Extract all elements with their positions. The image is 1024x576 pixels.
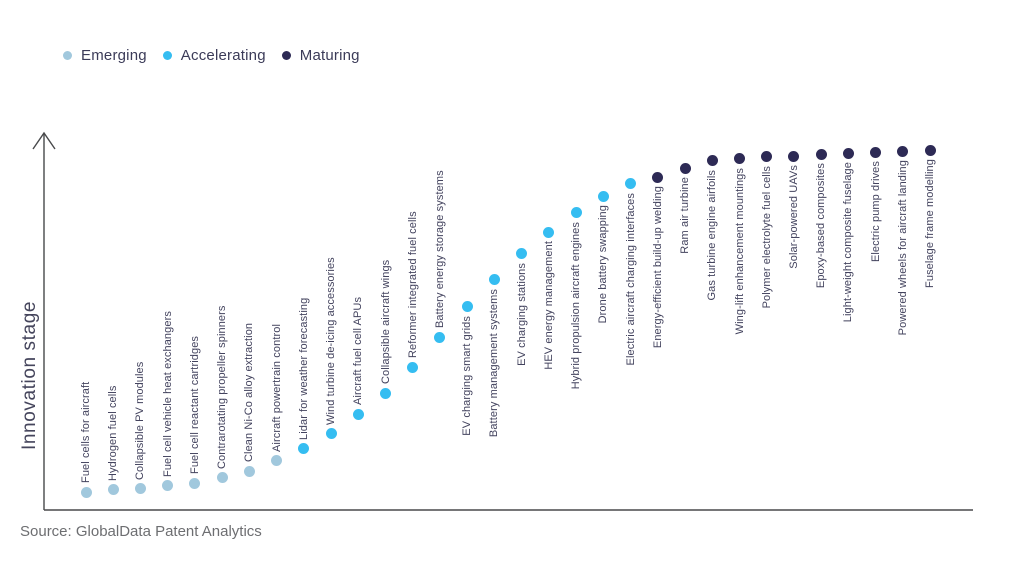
data-point-label: Lidar for weather forecasting	[297, 297, 310, 440]
data-point-dot	[543, 226, 555, 238]
data-point-dot	[625, 178, 637, 190]
data-point-label: Collapsible PV modules	[134, 361, 147, 480]
data-point-dot	[298, 443, 310, 455]
data-point-label: EV charging stations	[515, 262, 528, 366]
data-point-dot	[243, 465, 255, 477]
data-point-label: Hydrogen fuel cells	[107, 385, 120, 481]
legend-label: Accelerating	[180, 47, 266, 64]
data-point-dot	[924, 144, 936, 156]
data-point-dot	[842, 147, 854, 159]
accelerating-dot-icon	[162, 51, 172, 60]
data-point-label: Polymer electrolyte fuel cells	[760, 165, 773, 309]
y-axis-arrow-icon	[32, 131, 56, 150]
data-point-dot	[162, 480, 174, 492]
data-point-label: Fuel cells for aircraft	[80, 381, 92, 483]
data-point-dot	[189, 477, 201, 489]
data-point-dot	[761, 151, 773, 163]
data-point-label: Ram air turbine	[679, 177, 692, 254]
data-point-dot	[815, 148, 827, 160]
data-point-label: Reformer integrated fuel cells	[406, 211, 419, 359]
emerging-dot-icon	[63, 51, 72, 60]
source-text: Source: GlobalData Patent Analytics	[20, 523, 262, 540]
maturing-dot-icon	[281, 51, 291, 60]
data-point-label: Epoxy-based composites	[815, 163, 828, 289]
data-point-label: Energy-efficient build-up welding	[651, 186, 664, 349]
legend-label: Emerging	[81, 47, 147, 64]
legend: Emerging Accelerating Maturing	[63, 47, 360, 64]
data-point-dot	[461, 301, 473, 313]
data-point-dot	[407, 361, 419, 373]
data-point-dot	[870, 146, 882, 158]
data-point-label: Clean Ni-Co alloy extraction	[243, 322, 256, 463]
data-point-label: Drone battery swapping	[597, 205, 610, 324]
data-point-label: Wing-lift enhancement mountings	[733, 167, 746, 335]
legend-item-emerging: Emerging	[63, 47, 147, 64]
data-point-label: HEV energy management	[542, 241, 555, 370]
data-point-dot	[107, 484, 119, 496]
data-point-dot	[380, 387, 392, 399]
data-point-label: Battery energy storage systems	[433, 170, 446, 329]
data-point-label: Fuselage frame modelling	[924, 159, 937, 288]
data-point-label: Collapsible aircraft wings	[379, 259, 392, 385]
data-point-label: Contrarotating propeller spinners	[216, 305, 229, 469]
data-point-dot	[271, 455, 283, 467]
data-point-dot	[897, 145, 909, 157]
data-point-label: Fuel cell vehicle heat exchangers	[161, 310, 174, 477]
legend-item-maturing: Maturing	[281, 47, 360, 64]
y-axis-title: Innovation stage	[19, 300, 40, 450]
data-point-label: Wind turbine de-icing accessories	[325, 257, 338, 425]
data-point-label: Aircraft powertrain control	[270, 323, 283, 452]
data-point-dot	[134, 483, 146, 495]
data-point-dot	[488, 274, 500, 286]
data-point-label: Fuel cell reactant cartridges	[188, 336, 201, 475]
data-point-dot	[325, 428, 337, 440]
data-point-label: Aircraft fuel cell APUs	[352, 296, 365, 406]
data-point-dot	[434, 331, 446, 343]
data-point-label: Gas turbine engine airfoils	[706, 169, 719, 301]
data-point-label: EV charging smart grids	[461, 315, 474, 436]
data-point-dot	[216, 472, 228, 484]
data-point-label: Battery management systems	[488, 288, 501, 438]
data-point-dot	[352, 408, 364, 420]
data-point-label: Light-weight composite fuselage	[842, 162, 855, 323]
data-point-label: Electric aircraft charging interfaces	[624, 192, 637, 366]
data-point-dot	[80, 486, 92, 498]
legend-item-accelerating: Accelerating	[162, 47, 266, 64]
data-point-dot	[706, 155, 718, 167]
data-point-dot	[597, 190, 609, 202]
data-point-dot	[570, 207, 582, 219]
data-point-dot	[734, 153, 746, 165]
legend-label: Maturing	[299, 47, 360, 64]
data-point-label: Powered wheels for aircraft landing	[896, 160, 909, 336]
data-point-dot	[679, 162, 691, 174]
data-point-label: Solar-powered UAVs	[787, 165, 800, 269]
data-point-dot	[516, 248, 528, 260]
data-point-label: Hybrid propulsion aircraft engines	[570, 221, 583, 390]
data-point-label: Electric pump drives	[869, 161, 882, 263]
data-point-dot	[652, 171, 664, 183]
data-point-dot	[788, 150, 800, 162]
